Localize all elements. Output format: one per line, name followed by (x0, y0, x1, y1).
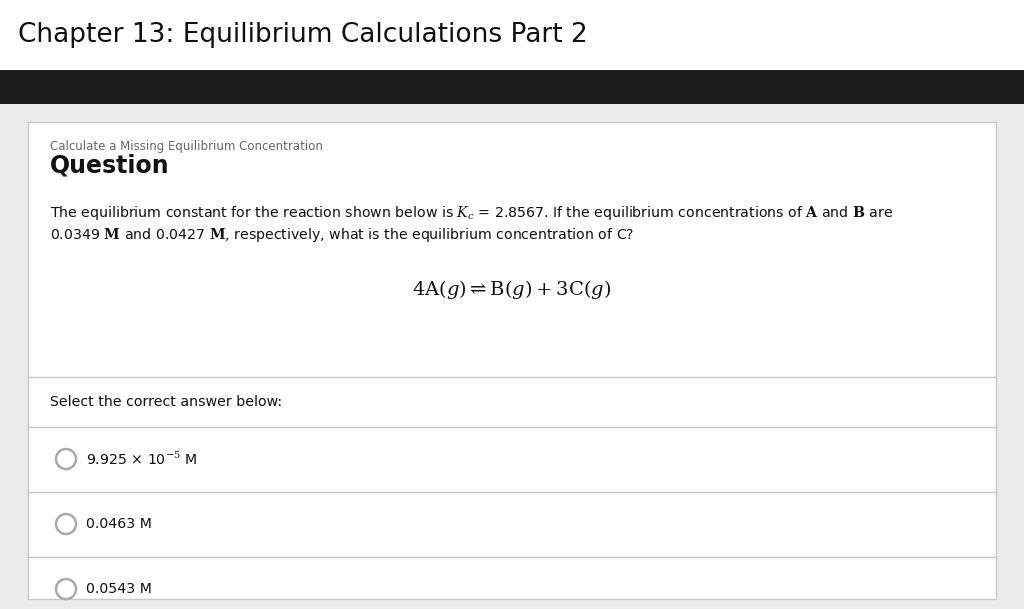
Text: 9.925 $\times$ 10$^{-5}$ M: 9.925 $\times$ 10$^{-5}$ M (86, 451, 198, 468)
Text: Question: Question (50, 153, 170, 178)
FancyBboxPatch shape (28, 122, 996, 599)
Text: 0.0349 $\mathbf{M}$ and 0.0427 $\mathbf{M}$, respectively, what is the equilibri: 0.0349 $\mathbf{M}$ and 0.0427 $\mathbf{… (50, 225, 634, 244)
Bar (0, 0, 1024, 70)
Text: Chapter 13: Equilibrium Calculations Part 2: Chapter 13: Equilibrium Calculations Par… (18, 22, 588, 48)
Text: $4\mathrm{A}(g) \rightleftharpoons \mathrm{B}(g) + 3\mathrm{C}(g)$: $4\mathrm{A}(g) \rightleftharpoons \math… (413, 278, 611, 300)
Text: 0.0543 M: 0.0543 M (86, 582, 152, 596)
Text: Select the correct answer below:: Select the correct answer below: (50, 395, 283, 409)
Text: The equilibrium constant for the reaction shown below is $\mathit{K_c}$ = 2.8567: The equilibrium constant for the reactio… (50, 203, 893, 222)
Bar (0, 70, 1024, 104)
Text: 0.0463 M: 0.0463 M (86, 517, 152, 531)
Text: Calculate a Missing Equilibrium Concentration: Calculate a Missing Equilibrium Concentr… (50, 139, 323, 152)
